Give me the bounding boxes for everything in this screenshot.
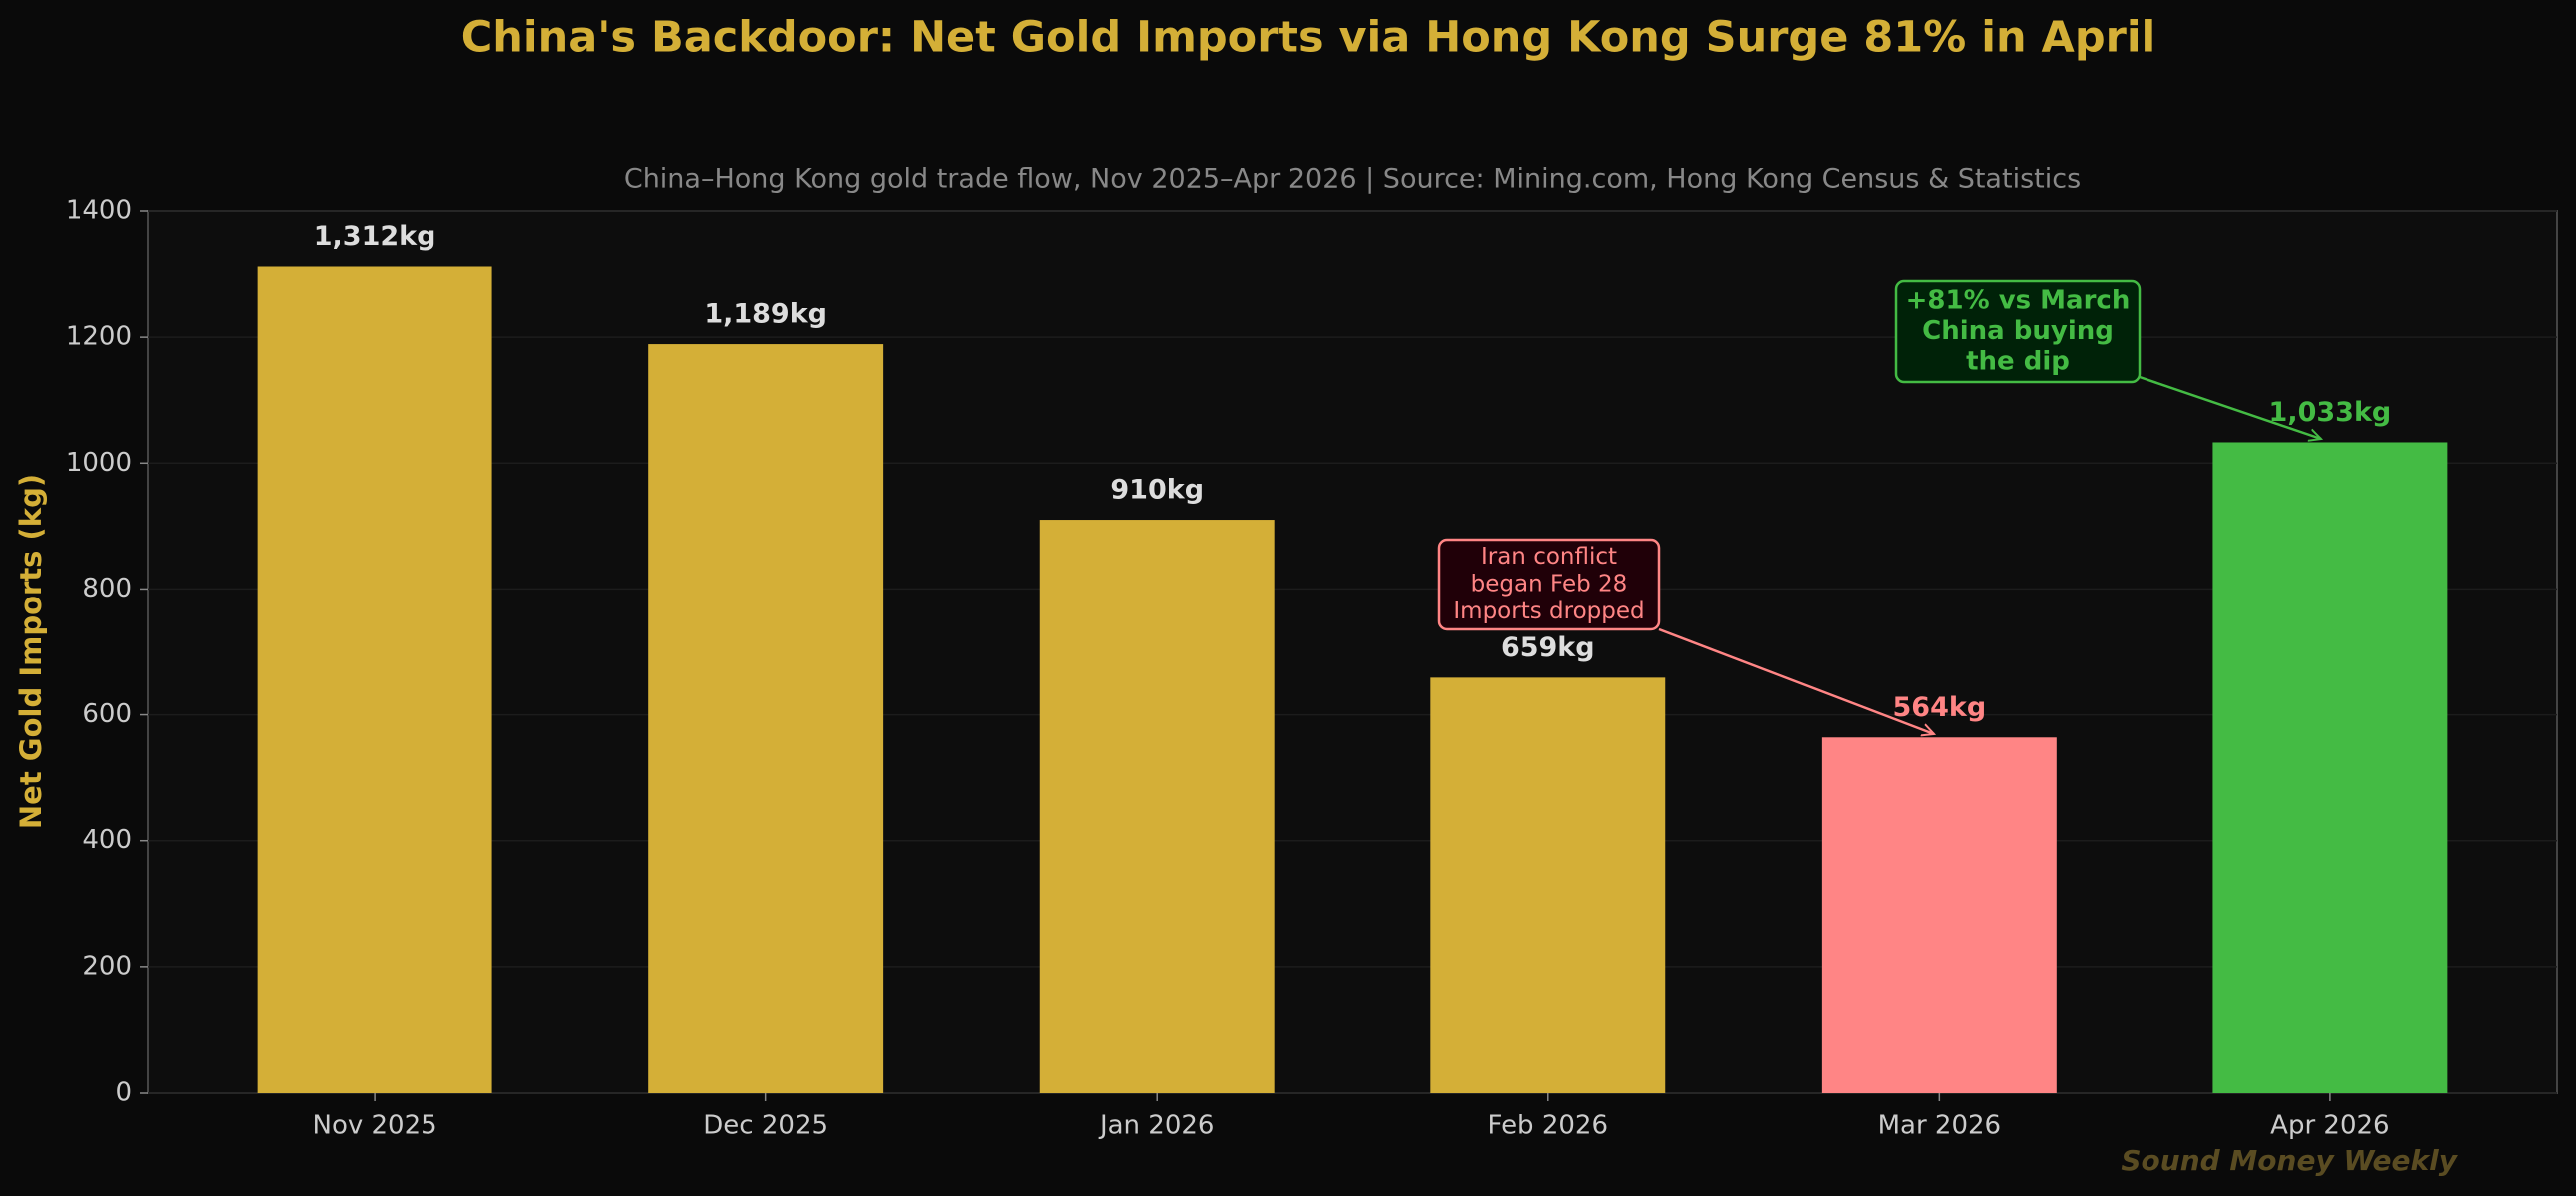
x-tick-label: Nov 2025	[313, 1111, 437, 1141]
annotation-text: +81% vs March	[1906, 285, 2131, 315]
bar	[1821, 737, 2057, 1093]
chart-title: China's Backdoor: Net Gold Imports via H…	[461, 13, 2156, 63]
value-label: 910kg	[1110, 475, 1204, 506]
annotation-arrow	[1658, 627, 1934, 734]
value-label: 1,033kg	[2269, 397, 2392, 428]
y-tick-label: 1000	[66, 448, 132, 478]
annotation-text: Iran conflict	[1481, 544, 1617, 570]
bar	[257, 266, 492, 1093]
x-tick-label: Feb 2026	[1488, 1111, 1608, 1141]
y-tick-label: 400	[82, 825, 132, 855]
y-tick-label: 1200	[66, 322, 132, 352]
annotation-box	[1437, 538, 1661, 631]
y-axis-label: Net Gold Imports (kg)	[14, 474, 48, 829]
annotation-arrow	[2139, 375, 2321, 439]
y-tick-label: 600	[82, 699, 132, 729]
value-label: 659kg	[1501, 632, 1595, 663]
watermark: Sound Money Weekly	[2121, 1144, 2458, 1177]
y-tick-label: 800	[82, 574, 132, 603]
chart-subtitle: China–Hong Kong gold trade flow, Nov 202…	[624, 164, 2081, 195]
y-tick-label: 200	[82, 951, 132, 981]
y-tick-label: 0	[115, 1078, 132, 1108]
value-label: 564kg	[1893, 692, 1987, 723]
annotation-text: the dip	[1966, 347, 2070, 377]
value-label: 1,189kg	[704, 299, 827, 330]
bar	[1430, 677, 1666, 1093]
annotation-text: began Feb 28	[1471, 572, 1628, 598]
annotation-box	[1894, 279, 2142, 384]
bar	[2212, 442, 2448, 1093]
plot-area	[147, 210, 2558, 1094]
x-tick-label: Dec 2025	[703, 1111, 828, 1141]
annotation-text: Imports dropped	[1453, 598, 1644, 624]
bar	[1039, 520, 1275, 1093]
bar	[648, 344, 884, 1094]
x-tick-label: Mar 2026	[1878, 1111, 2002, 1141]
x-tick-label: Jan 2026	[1098, 1111, 1215, 1141]
value-label: 1,312kg	[314, 221, 436, 252]
annotation-text: China buying	[1922, 316, 2114, 346]
x-tick-label: Apr 2026	[2270, 1111, 2389, 1141]
y-tick-label: 1400	[66, 196, 132, 226]
